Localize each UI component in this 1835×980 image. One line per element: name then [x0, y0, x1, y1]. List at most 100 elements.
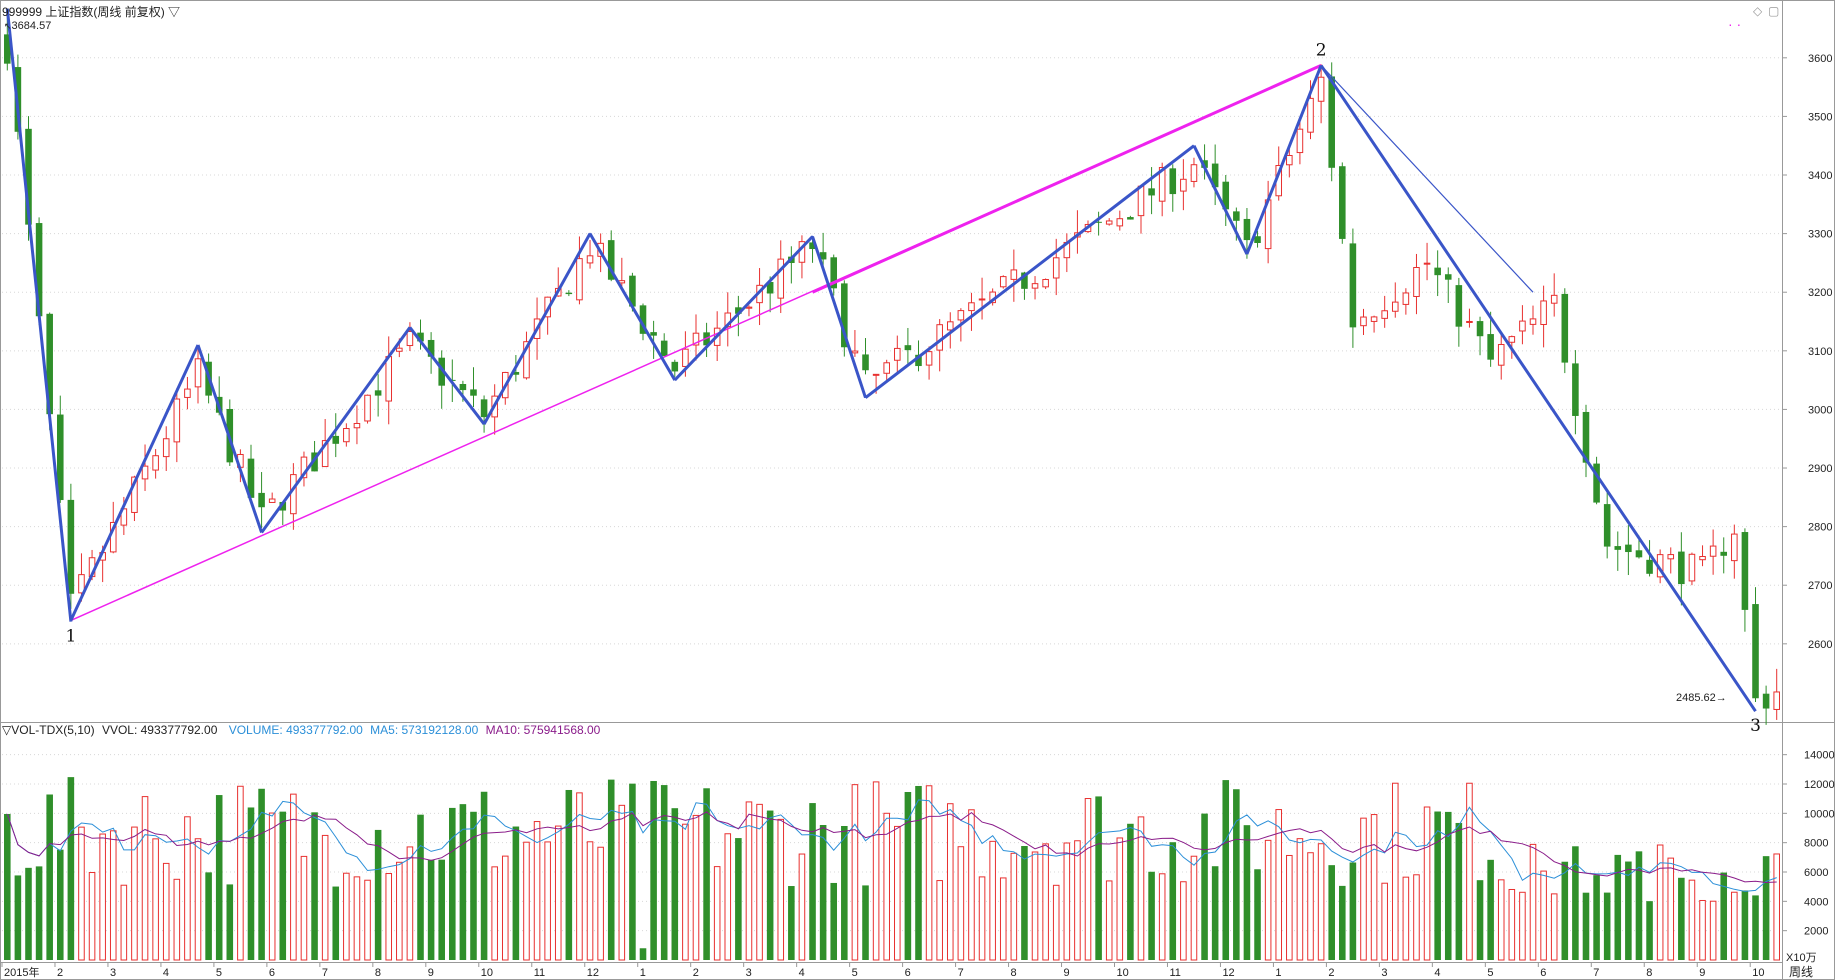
volume-bar [1381, 882, 1388, 961]
volume-bar [1010, 852, 1018, 961]
volume-bar [1148, 871, 1155, 960]
x-tick-label: 6 [905, 967, 911, 979]
candle-body [586, 255, 594, 264]
volume-bar [1476, 880, 1484, 960]
volume-bar [1105, 880, 1113, 961]
volume-bar [1497, 879, 1505, 961]
candle-body [915, 354, 922, 367]
candle-body [1339, 166, 1346, 239]
volume-bar [851, 784, 859, 961]
volume-bar [1709, 900, 1717, 961]
volume-bar [1201, 813, 1208, 960]
volume-tick-label: 10000 [1804, 808, 1835, 820]
candle-body [78, 574, 85, 594]
volume-bar [1328, 865, 1335, 960]
candle-body [946, 321, 954, 331]
volume-bar [1773, 853, 1780, 961]
candle-body [141, 465, 149, 480]
candle-body [1614, 546, 1622, 550]
candle-body [1254, 236, 1261, 243]
volume-bar [819, 825, 827, 960]
candle-body [1699, 556, 1706, 561]
volume-bar [809, 803, 816, 960]
candle-body [173, 398, 181, 443]
volume-bar [554, 825, 562, 961]
candlesticks [4, 12, 1780, 725]
candle-body [162, 438, 170, 458]
volume-bar [470, 811, 477, 960]
price-tick-label: 3500 [1808, 111, 1832, 123]
candle-body [1190, 164, 1198, 182]
dots-icon: · · [1728, 16, 1742, 32]
volume-bar [1063, 842, 1071, 961]
candle-body [1709, 545, 1717, 557]
volume-bar [1222, 780, 1230, 960]
volume-tick-label: 14000 [1804, 750, 1835, 762]
candle-body [1052, 257, 1060, 279]
candle-body [1646, 559, 1653, 574]
restore-icon[interactable]: ▢ [1768, 4, 1780, 18]
x-tick-label: 9 [1064, 967, 1070, 979]
volume-bar [1137, 816, 1145, 961]
volume-bar [459, 804, 467, 960]
volume-bar [1540, 870, 1547, 961]
volume-bar [35, 866, 43, 960]
volume-bar [999, 877, 1007, 961]
volume-bar [1508, 888, 1516, 961]
candle-body [1476, 321, 1484, 337]
candle-body [1550, 294, 1558, 304]
candle-body [1773, 691, 1780, 710]
x-tick-label: 3 [1381, 967, 1387, 979]
volume-bar [968, 809, 975, 961]
volume-bar [1678, 877, 1685, 960]
volume-bar [1487, 859, 1494, 960]
volume-bar [1074, 840, 1081, 961]
volume-bar [724, 833, 732, 961]
candle-body [1381, 310, 1388, 319]
volume-bar [173, 878, 181, 961]
high-marker: ↖3684.57 [4, 20, 52, 32]
diamond-icon[interactable]: ◇ [1753, 4, 1763, 18]
volume-unit: X10万 [1786, 949, 1817, 965]
x-tick-label: 8 [375, 967, 381, 979]
volume-bar [735, 838, 742, 960]
volume-bar [374, 829, 382, 960]
volume-bar [67, 777, 75, 960]
candle-body [1158, 166, 1166, 202]
volume-bar [946, 803, 954, 961]
volume-bar [141, 796, 149, 961]
volume-bar [788, 886, 795, 960]
candle-body [194, 358, 202, 388]
ma5-value: MA5: 573192128.00 [370, 723, 479, 737]
volume-bar [1243, 825, 1251, 960]
x-tick-label: 4 [163, 967, 169, 979]
volume-bar [682, 823, 689, 961]
candle-body [1211, 163, 1219, 188]
candle-body [1752, 604, 1759, 699]
price-tick-label: 2800 [1808, 522, 1832, 534]
volume-bar [1656, 844, 1664, 961]
volume-bar [1391, 782, 1399, 961]
volume-bars [4, 777, 1780, 961]
low-marker-value: 2485.62→ [1676, 692, 1727, 704]
volume-bar [1339, 885, 1346, 960]
volume-bar [1519, 891, 1526, 961]
wave-label: 1 [65, 627, 76, 647]
candle-body [671, 361, 679, 372]
candle-body [862, 354, 869, 371]
volume-bar [1211, 866, 1219, 960]
volume-bar [1233, 789, 1240, 960]
candle-body [1434, 267, 1441, 276]
volume-bar [1052, 884, 1060, 961]
period-label[interactable]: 周线 [1789, 963, 1813, 980]
volume-bar [936, 880, 943, 961]
candle-body [766, 281, 774, 294]
volume-bar [1529, 843, 1537, 961]
volume-bar [1349, 862, 1357, 960]
x-tick-label: 11 [534, 967, 545, 979]
volume-bar [88, 872, 96, 961]
volume-bar [1042, 843, 1049, 961]
candle-body [1042, 279, 1049, 288]
volume-bar [586, 841, 594, 961]
x-tick-label: 3 [110, 967, 116, 979]
